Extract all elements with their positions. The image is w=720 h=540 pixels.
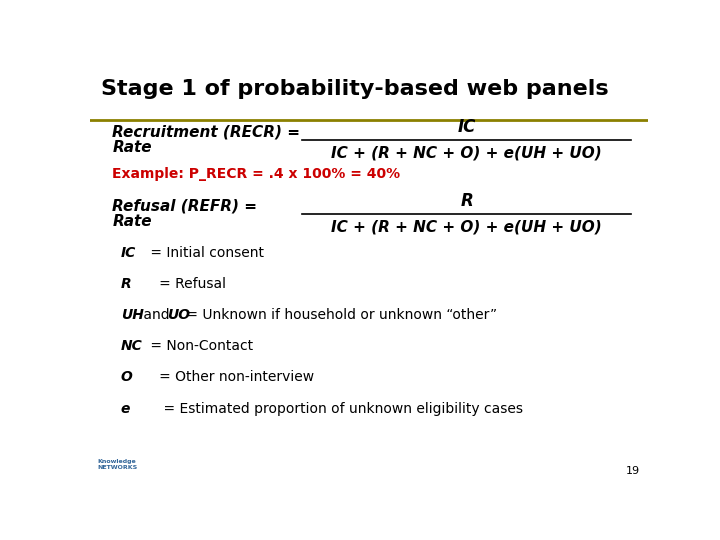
- Text: = Initial consent: = Initial consent: [145, 246, 264, 260]
- Text: Refusal (REFR) =: Refusal (REFR) =: [112, 199, 257, 214]
- Text: IC + (R + NC + O) + e(UH + UO): IC + (R + NC + O) + e(UH + UO): [331, 219, 602, 234]
- Text: UH: UH: [121, 308, 143, 322]
- Text: UO: UO: [167, 308, 190, 322]
- Text: Rate: Rate: [112, 214, 152, 228]
- Text: Stage 1 of probability-based web panels: Stage 1 of probability-based web panels: [101, 79, 609, 99]
- Text: Recruitment (RECR) =: Recruitment (RECR) =: [112, 125, 300, 140]
- Text: IC + (R + NC + O) + e(UH + UO): IC + (R + NC + O) + e(UH + UO): [331, 145, 602, 160]
- Text: R: R: [121, 277, 131, 291]
- Text: NC: NC: [121, 339, 143, 353]
- Text: R: R: [460, 192, 473, 210]
- Text: Knowledge
NETWORKS: Knowledge NETWORKS: [97, 460, 138, 470]
- Text: IC: IC: [457, 118, 476, 136]
- Text: O: O: [121, 370, 132, 384]
- Text: = Other non-interview: = Other non-interview: [145, 370, 314, 384]
- Text: = Non-Contact: = Non-Contact: [145, 339, 253, 353]
- Text: 19: 19: [626, 465, 639, 476]
- Text: = Estimated proportion of unknown eligibility cases: = Estimated proportion of unknown eligib…: [145, 402, 523, 416]
- Text: and: and: [139, 308, 174, 322]
- Text: Rate: Rate: [112, 140, 152, 154]
- Text: e: e: [121, 402, 130, 416]
- Text: IC: IC: [121, 246, 136, 260]
- Text: Example: P_RECR = .4 x 100% = 40%: Example: P_RECR = .4 x 100% = 40%: [112, 167, 400, 181]
- Text: = Refusal: = Refusal: [145, 277, 226, 291]
- Text: = Unknown if household or unknown “other”: = Unknown if household or unknown “other…: [182, 308, 498, 322]
